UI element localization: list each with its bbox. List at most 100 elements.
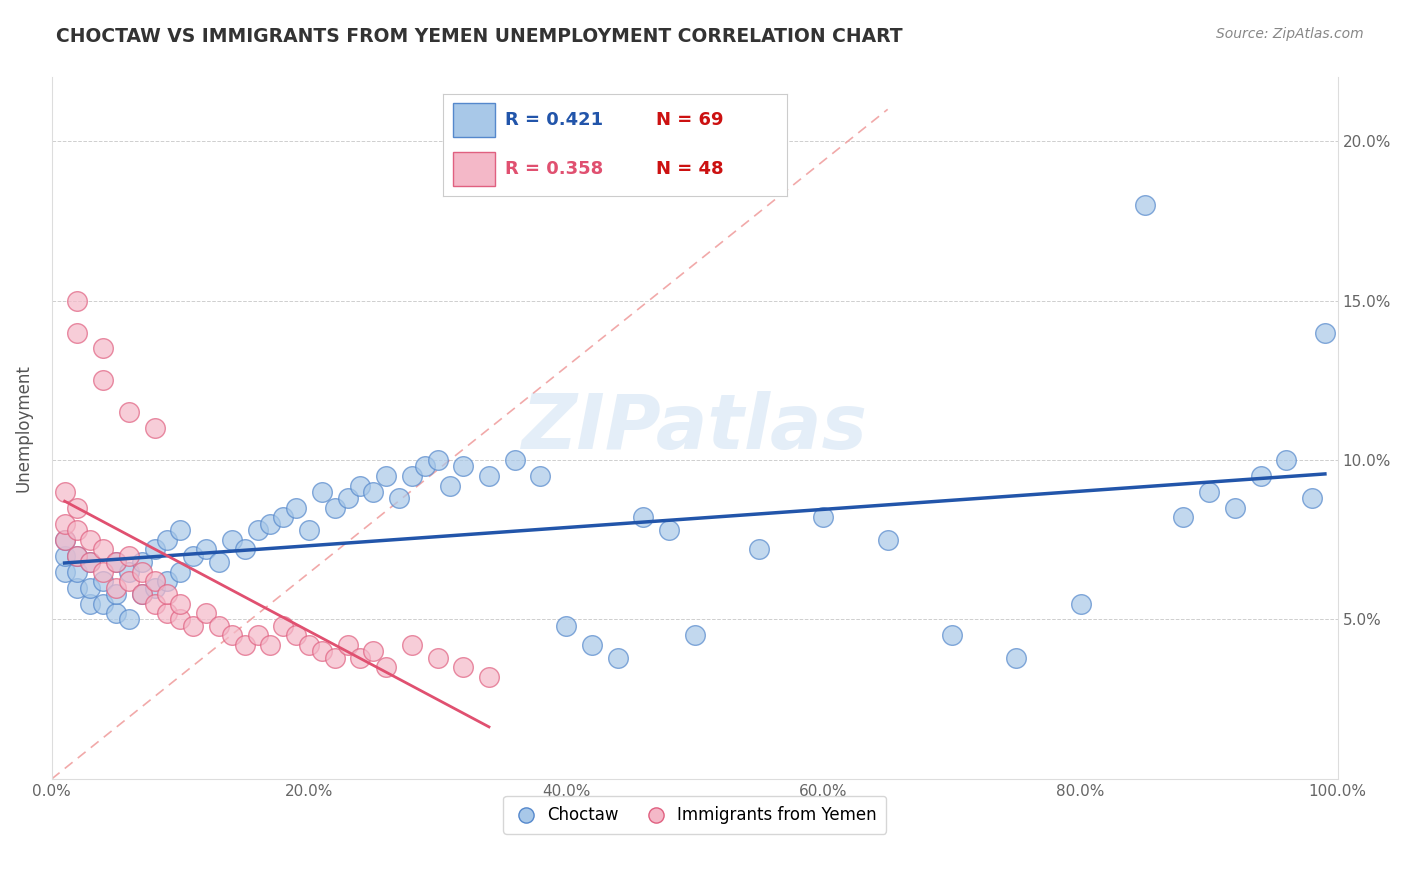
Point [91,542,114,557]
Point [323,650,346,665]
Point [195,606,218,620]
Point [156,587,179,601]
Point [336,491,359,506]
Point [118,612,141,626]
Point [1173,510,1195,524]
Point [233,542,256,557]
Point [208,619,231,633]
Point [221,533,243,547]
Point [143,581,166,595]
Point [413,459,436,474]
Point [298,523,321,537]
Point [53,549,76,563]
Point [53,565,76,579]
Point [53,533,76,547]
Point [79,533,101,547]
Point [1005,650,1028,665]
Y-axis label: Unemployment: Unemployment [15,364,32,492]
Point [195,542,218,557]
Point [503,453,526,467]
Point [143,542,166,557]
Legend: Choctaw, Immigrants from Yemen: Choctaw, Immigrants from Yemen [503,796,886,834]
Point [683,628,706,642]
Point [208,555,231,569]
Point [388,491,411,506]
Point [156,533,179,547]
Point [66,326,89,340]
Point [66,500,89,515]
Point [118,574,141,589]
Point [66,549,89,563]
Point [311,644,333,658]
Text: CHOCTAW VS IMMIGRANTS FROM YEMEN UNEMPLOYMENT CORRELATION CHART: CHOCTAW VS IMMIGRANTS FROM YEMEN UNEMPLO… [56,27,903,45]
Point [349,478,371,492]
Point [478,469,501,483]
Point [658,523,681,537]
Point [105,587,128,601]
Text: Source: ZipAtlas.com: Source: ZipAtlas.com [1216,27,1364,41]
Point [246,628,269,642]
Point [1133,198,1156,212]
Text: ZIPatlas: ZIPatlas [522,392,868,466]
Point [105,555,128,569]
Point [53,485,76,500]
Point [91,574,114,589]
Point [233,638,256,652]
Point [451,660,474,674]
Point [118,405,141,419]
Point [336,638,359,652]
Point [426,650,449,665]
Point [581,638,603,652]
Point [1313,326,1336,340]
Point [298,638,321,652]
Point [323,500,346,515]
Bar [453,103,495,136]
Point [361,644,384,658]
Point [375,660,398,674]
Point [941,628,963,642]
Point [66,293,89,308]
Point [1275,453,1298,467]
Point [271,619,294,633]
Point [426,453,449,467]
Point [91,373,114,387]
Point [1070,597,1092,611]
Point [66,549,89,563]
Point [271,510,294,524]
Point [66,523,89,537]
Point [311,485,333,500]
Point [105,555,128,569]
Point [53,516,76,531]
Point [118,565,141,579]
Point [349,650,371,665]
Point [221,628,243,642]
Text: N = 48: N = 48 [657,160,724,178]
Point [555,619,578,633]
Point [169,523,191,537]
Point [1250,469,1272,483]
Point [401,469,423,483]
Point [79,597,101,611]
Point [169,597,191,611]
Point [131,565,153,579]
Point [131,555,153,569]
Point [439,478,461,492]
Point [259,638,281,652]
Point [813,510,835,524]
Point [91,565,114,579]
Point [118,549,141,563]
Bar [453,153,495,186]
Point [246,523,269,537]
Text: N = 69: N = 69 [657,111,724,128]
Text: R = 0.421: R = 0.421 [505,111,603,128]
Point [131,587,153,601]
Point [156,606,179,620]
Point [169,612,191,626]
Point [876,533,898,547]
Point [375,469,398,483]
Point [66,565,89,579]
Point [131,587,153,601]
Point [143,574,166,589]
Point [361,485,384,500]
Point [748,542,770,557]
